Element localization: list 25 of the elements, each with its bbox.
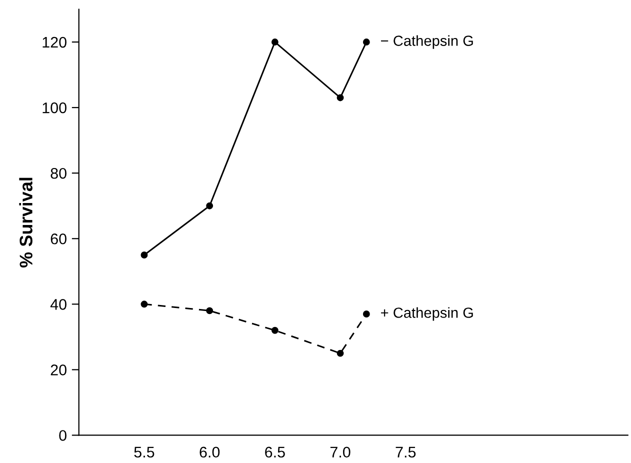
point: [362, 38, 370, 46]
y-tick-label: 40: [50, 299, 66, 310]
point: [336, 94, 344, 102]
point: [140, 300, 148, 308]
y-axis-title: % Survival: [19, 178, 32, 268]
y-tick-label: 80: [50, 168, 66, 179]
point: [140, 252, 148, 258]
point: [362, 310, 370, 318]
x-tick-label: 7.5: [396, 446, 416, 458]
point: [336, 350, 344, 357]
y-tick-label: 20: [50, 364, 66, 376]
y-tick-label: 60: [50, 233, 66, 244]
series-label: + Cathepsin G: [381, 307, 473, 321]
point: [271, 326, 278, 334]
x-tick-label: 6.0: [200, 446, 220, 458]
series-label: − Cathepsin G: [381, 35, 473, 49]
point: [271, 38, 278, 46]
point: [206, 202, 214, 210]
x-tick-label: 7.0: [330, 446, 350, 458]
y-tick-label: 100: [42, 102, 66, 114]
x-tick-label: 6.5: [265, 446, 285, 458]
y-tick-label: 0: [59, 430, 66, 441]
y-tick-label: 120: [42, 36, 66, 48]
x-tick-label: 5.5: [134, 446, 154, 458]
point: [206, 307, 214, 314]
